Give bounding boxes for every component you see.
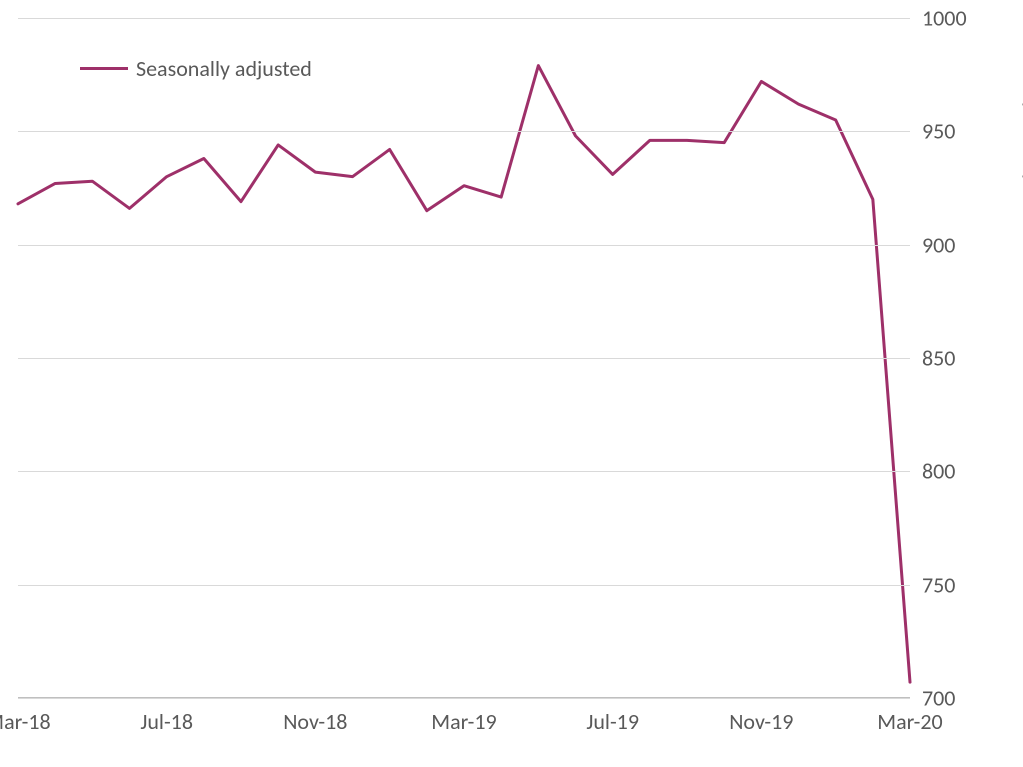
- x-tick-label: Jul-19: [586, 708, 639, 735]
- y-tick-label: 950: [922, 118, 955, 145]
- x-tick-label: Mar-18: [0, 708, 51, 735]
- y-tick-label: 900: [922, 231, 955, 258]
- x-tick-label: Nov-18: [283, 708, 347, 735]
- y-tick-label: 1000: [922, 5, 967, 32]
- x-tick-label: Mar-20: [877, 708, 942, 735]
- gridline: [18, 585, 910, 586]
- chart-container: Seasonally adjusted Thousands 7007508008…: [0, 0, 1023, 767]
- y-tick-label: 800: [922, 458, 955, 485]
- gridline: [18, 698, 910, 699]
- x-tick-label: Nov-19: [729, 708, 793, 735]
- chart-legend: Seasonally adjusted: [80, 55, 312, 82]
- y-axis-title: Thousands: [1017, 93, 1023, 189]
- gridline: [18, 245, 910, 246]
- plot-area: [18, 18, 910, 698]
- x-tick-label: Mar-19: [431, 708, 496, 735]
- x-tick-label: Jul-18: [140, 708, 193, 735]
- gridline: [18, 358, 910, 359]
- y-tick-label: 750: [922, 571, 955, 598]
- gridline: [18, 471, 910, 472]
- legend-line-swatch: [80, 67, 128, 70]
- series-line: [18, 66, 910, 683]
- y-tick-label: 850: [922, 345, 955, 372]
- gridline: [18, 131, 910, 132]
- gridline: [18, 18, 910, 19]
- legend-label: Seasonally adjusted: [136, 55, 312, 82]
